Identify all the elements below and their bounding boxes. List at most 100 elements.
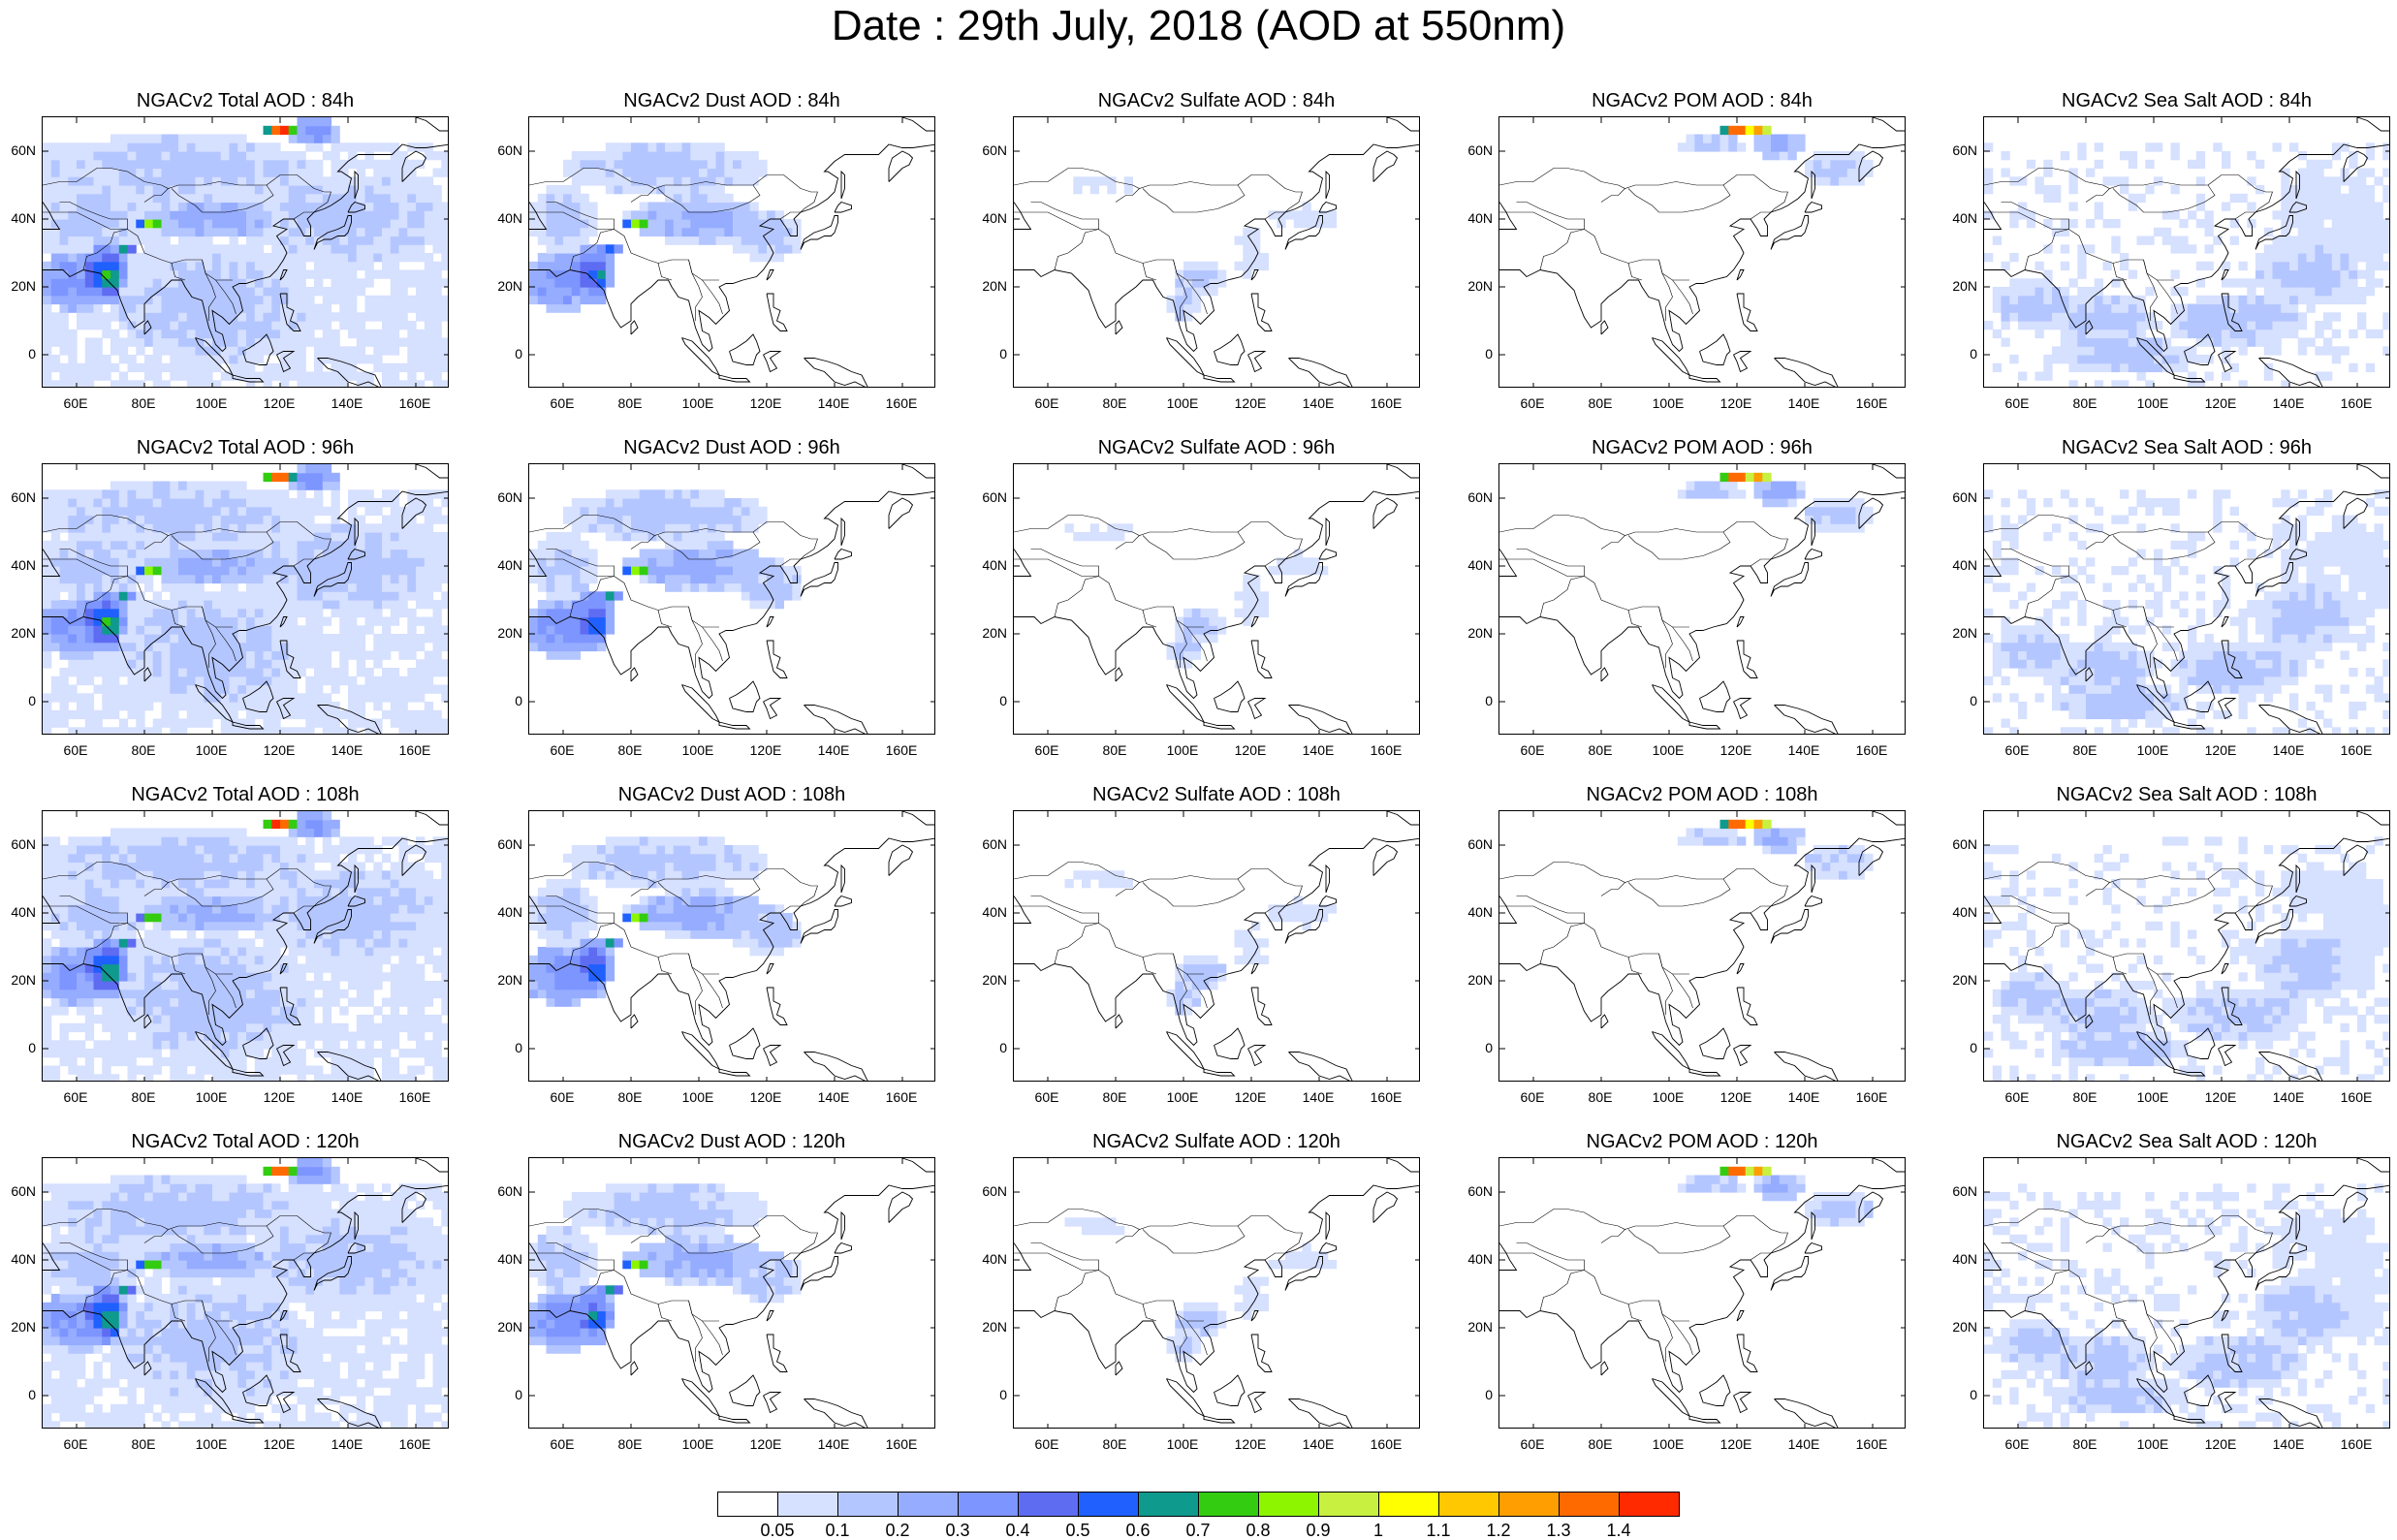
aod-cell xyxy=(230,321,238,330)
aod-cell xyxy=(2009,219,2018,228)
aod-cell xyxy=(741,219,750,228)
aod-cell xyxy=(2315,185,2323,194)
aod-cell xyxy=(1780,151,1788,160)
aod-cell xyxy=(433,219,442,228)
aod-cell xyxy=(246,591,255,600)
aod-cell xyxy=(162,330,171,338)
aod-cell xyxy=(68,228,77,236)
aod-cell xyxy=(1243,591,1251,600)
aod-cell xyxy=(750,498,759,507)
aod-cell xyxy=(43,330,51,338)
aod-cell xyxy=(716,210,725,219)
aod-cell xyxy=(648,550,657,558)
aod-cell xyxy=(246,523,255,532)
aod-cell xyxy=(407,244,416,253)
aod-cell xyxy=(264,507,272,516)
aod-cell xyxy=(588,557,597,566)
aod-cell xyxy=(399,566,408,575)
aod-cell xyxy=(1771,135,1780,143)
aod-cell xyxy=(631,507,640,516)
aod-cell xyxy=(246,634,255,643)
aod-cell xyxy=(1235,609,1244,617)
aod-cell xyxy=(357,210,365,219)
aod-cell xyxy=(94,625,103,634)
aod-cell xyxy=(2341,287,2350,296)
aod-cell xyxy=(631,523,640,532)
aod-cell xyxy=(162,160,171,169)
aod-cell xyxy=(775,600,784,609)
aod-cell xyxy=(331,566,340,575)
aod-cell xyxy=(433,210,442,219)
aod-cell xyxy=(708,203,716,211)
aod-cell xyxy=(298,464,306,473)
aod-cell xyxy=(1762,126,1771,135)
aod-cell xyxy=(246,330,255,338)
aod-cell xyxy=(2281,253,2289,262)
aod-cell xyxy=(1260,253,1269,262)
aod-cell xyxy=(305,304,314,313)
aod-cell xyxy=(339,270,348,279)
aod-cell xyxy=(399,219,408,228)
aod-cell xyxy=(314,566,323,575)
aod-cell xyxy=(2018,278,2027,287)
aod-cell xyxy=(85,668,94,676)
aod-cell xyxy=(314,304,323,313)
aod-cell xyxy=(94,338,103,347)
aod-cell xyxy=(144,338,153,347)
coastline xyxy=(1373,151,1398,182)
aod-cell xyxy=(606,244,615,253)
aod-cell xyxy=(271,659,280,668)
aod-cell xyxy=(554,236,563,245)
aod-cell xyxy=(572,151,581,160)
aod-cell xyxy=(2264,330,2273,338)
aod-cell xyxy=(2120,338,2129,347)
aod-cell xyxy=(2129,600,2137,609)
aod-cell xyxy=(407,203,416,211)
aod-cell xyxy=(373,643,382,651)
aod-cell xyxy=(2009,566,2018,575)
aod-cell xyxy=(289,135,298,143)
aod-cell xyxy=(246,550,255,558)
aod-cell xyxy=(2382,185,2390,194)
aod-cell xyxy=(2145,142,2154,151)
aod-cell xyxy=(1294,557,1303,566)
aod-cell xyxy=(85,203,94,211)
aod-cell xyxy=(373,685,382,694)
aod-cell xyxy=(2129,557,2137,566)
aod-cell xyxy=(162,228,171,236)
aod-cell xyxy=(741,591,750,600)
aod-cell xyxy=(43,262,51,270)
aod-cell xyxy=(2018,668,2027,676)
aod-cell xyxy=(51,591,60,600)
aod-cell xyxy=(2307,228,2316,236)
aod-cell xyxy=(2095,278,2103,287)
aod-cell xyxy=(547,262,555,270)
aod-cell xyxy=(77,312,85,321)
aod-cell xyxy=(2281,219,2289,228)
aod-cell xyxy=(85,625,94,634)
aod-cell xyxy=(1243,253,1251,262)
aod-cell xyxy=(665,566,674,575)
aod-cell xyxy=(2043,321,2052,330)
aod-cell xyxy=(2052,651,2061,660)
aod-cell xyxy=(2247,278,2255,287)
aod-cell xyxy=(2009,296,2018,304)
aod-cell xyxy=(699,194,708,203)
aod-cell xyxy=(2315,194,2323,203)
aod-cell xyxy=(690,550,699,558)
aod-cell xyxy=(323,464,331,473)
aod-cell xyxy=(563,236,572,245)
aod-cell xyxy=(264,651,272,660)
aod-cell xyxy=(2222,330,2230,338)
aod-cell xyxy=(373,617,382,626)
aod-cell xyxy=(656,142,665,151)
aod-cell xyxy=(357,498,365,507)
aod-cell xyxy=(119,151,128,160)
aod-cell xyxy=(1116,532,1124,541)
aod-cell xyxy=(606,516,615,524)
aod-cell xyxy=(153,532,162,541)
aod-cell xyxy=(357,338,365,347)
aod-cell xyxy=(581,523,589,532)
country-border xyxy=(703,280,723,314)
aod-cell xyxy=(178,253,187,262)
